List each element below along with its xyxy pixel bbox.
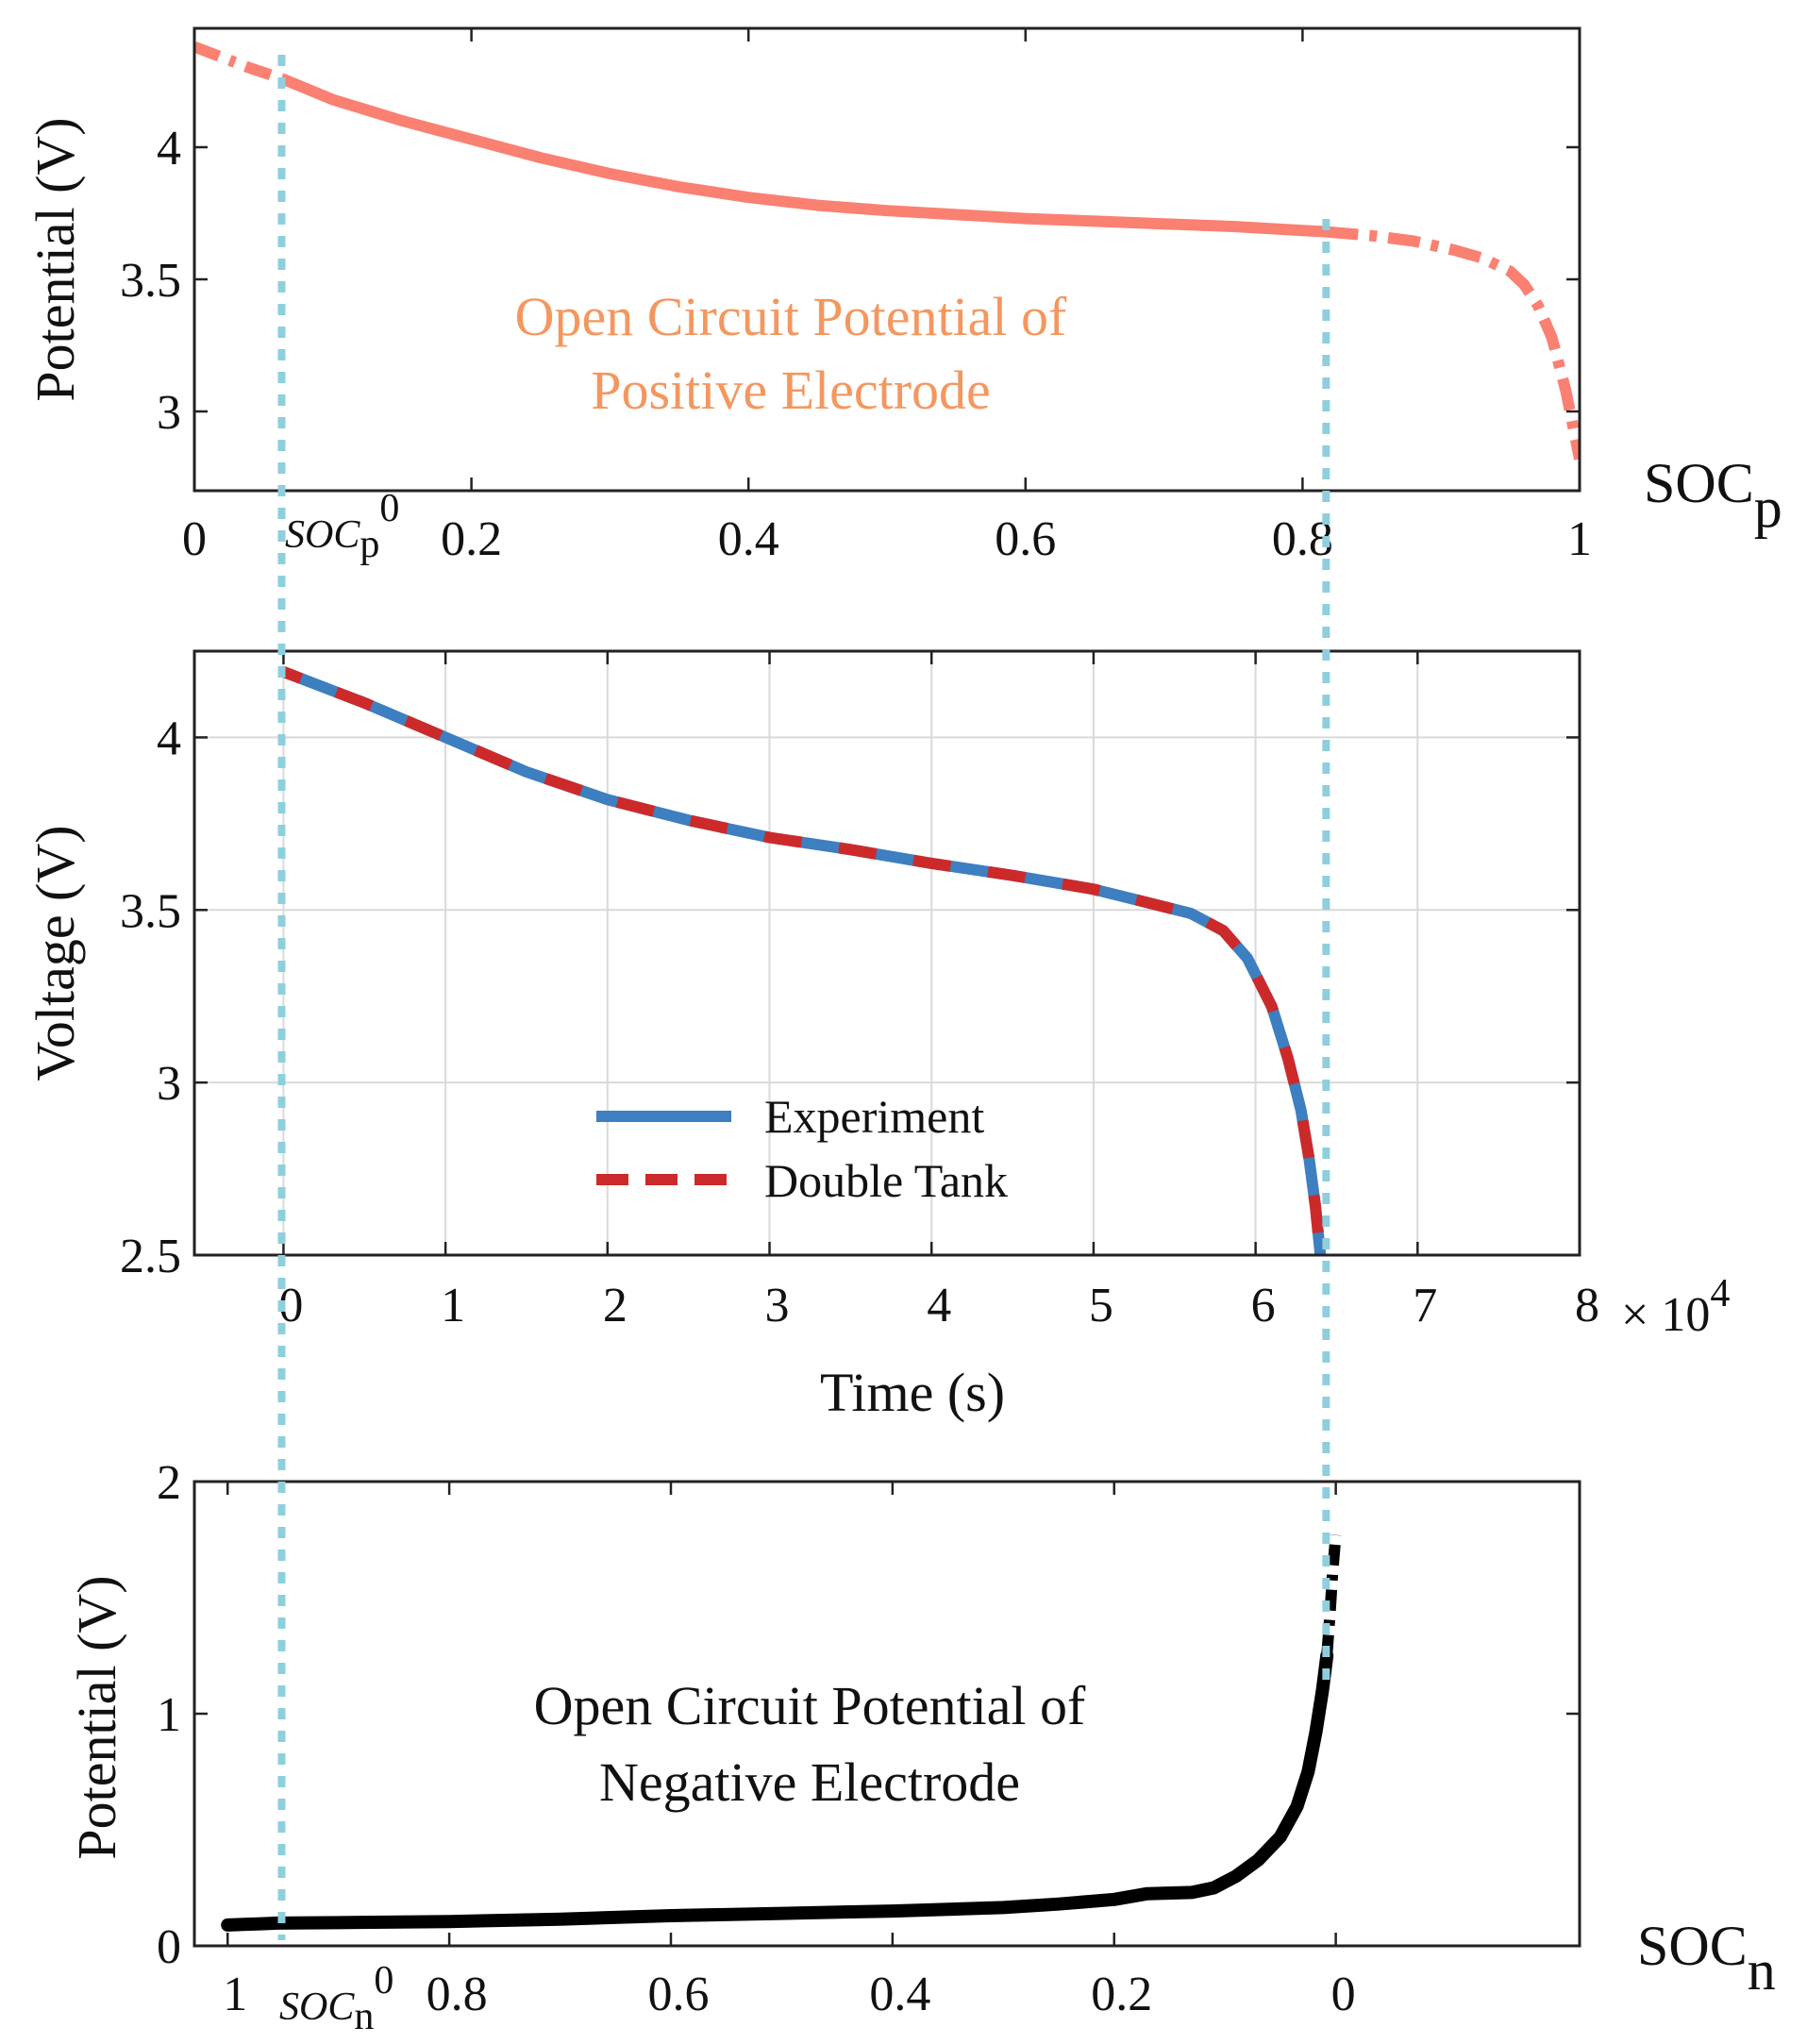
mid-xtick-label: 1 xyxy=(441,1279,465,1332)
soc-p0-sub: p xyxy=(360,523,379,566)
bot-ytick-label: 0 xyxy=(157,1920,181,1974)
bot-ticks xyxy=(194,1482,1580,1946)
legend-label-double-tank: Double Tank xyxy=(764,1154,1008,1207)
top-ocp-solid xyxy=(279,73,1327,238)
top-xtick-label: 0.6 xyxy=(995,512,1056,566)
soc-n0-sup: 0 xyxy=(374,1959,393,2002)
bot-xtick-label: 0.8 xyxy=(427,1968,488,2021)
bot-ytick-labels: 0 1 2 xyxy=(157,1456,181,1974)
bot-ocp-solid xyxy=(221,1649,1334,1932)
mid-ytick-labels: 2.5 3 3.5 4 xyxy=(120,712,181,1283)
mid-xtick-label: 5 xyxy=(1089,1279,1113,1332)
top-xlabel: SOCp xyxy=(1644,452,1782,539)
top-ytick-label: 3.5 xyxy=(120,254,181,308)
soc-p0-main: SOC xyxy=(285,513,360,557)
mid-series-double-tank xyxy=(281,666,1327,1255)
mid-ytick-label: 3 xyxy=(157,1057,181,1111)
mid-xtick-label: 2 xyxy=(603,1279,627,1332)
top-panel: 0 0.2 0.4 0.6 0.8 1 33.54 Potential (V) SOCp … xyxy=(25,26,1782,566)
legend: Experiment Double Tank xyxy=(596,1090,1008,1207)
bot-xtick-label: 0.2 xyxy=(1091,1968,1152,2021)
mid-x-multiplier: × 104 xyxy=(1621,1272,1730,1342)
bot-ylabel: Potential (V) xyxy=(66,1575,127,1859)
mid-xtick-label: 8 xyxy=(1575,1279,1599,1332)
soc-n0-main: SOC xyxy=(279,1985,355,2029)
mid-grid xyxy=(194,651,1580,1255)
top-ocp-dashdot-end xyxy=(1325,226,1580,461)
mid-x-multiplier-base: × 10 xyxy=(1621,1288,1710,1342)
soc-p0-sup: 0 xyxy=(379,487,399,530)
top-xlabel-main: SOC xyxy=(1644,452,1754,514)
mid-ylabel: Voltage (V) xyxy=(25,825,86,1081)
mid-ytick-label: 2.5 xyxy=(120,1230,181,1283)
top-ticks xyxy=(194,28,1580,491)
top-ocp-dashdot-start xyxy=(194,41,284,84)
top-axes-box xyxy=(192,26,1581,493)
mid-ytick-label: 3.5 xyxy=(120,884,181,938)
mid-plot-lines xyxy=(281,666,1327,1255)
bot-ocp-dashdot-end xyxy=(1321,1534,1342,1656)
top-annotation-line1: Open Circuit Potential of xyxy=(515,286,1067,347)
bot-xtick-labels: 1 0.8 0.6 0.4 0.2 0 xyxy=(223,1968,1355,2021)
top-plot-lines xyxy=(194,41,1580,461)
bot-ytick-label: 2 xyxy=(157,1456,181,1510)
mid-xtick-label: 3 xyxy=(765,1279,790,1332)
top-ylabel: Potential (V) xyxy=(25,117,86,401)
guide-lines xyxy=(277,55,1330,1940)
top-xtick-label: 1 xyxy=(1567,512,1592,566)
bot-annotation-line1: Open Circuit Potential of xyxy=(534,1675,1086,1736)
legend-label-experiment: Experiment xyxy=(764,1090,984,1143)
soc-p0-marker-label: SOCp0 xyxy=(285,487,399,566)
top-ytick-label: 3 xyxy=(157,386,181,440)
bot-xlabel-sub: n xyxy=(1748,1939,1776,2002)
bot-xtick-label: 0.4 xyxy=(869,1968,930,2021)
mid-xtick-label: 6 xyxy=(1251,1279,1276,1332)
soc-n0-marker-label: SOCn0 xyxy=(279,1959,393,2038)
bot-plot-lines xyxy=(221,1534,1342,1932)
mid-axes-box xyxy=(192,649,1581,1257)
mid-x-multiplier-exp: 4 xyxy=(1710,1272,1730,1315)
top-xlabel-sub: p xyxy=(1754,477,1782,539)
bot-xtick-label: 0.6 xyxy=(647,1968,709,2021)
top-xtick-label: 0.4 xyxy=(718,512,779,566)
bottom-panel: 1 0.8 0.6 0.4 0.2 0 012 Potential (V) SOCn Op… xyxy=(66,1456,1776,2038)
bot-xlabel: SOCn xyxy=(1637,1915,1776,2002)
mid-xtick-label: 4 xyxy=(927,1279,951,1332)
mid-ytick-label: 4 xyxy=(157,712,181,765)
bot-annotation-line2: Negative Electrode xyxy=(599,1751,1020,1813)
top-xtick-label: 0 xyxy=(182,512,207,566)
top-xtick-label: 0.2 xyxy=(441,512,502,566)
bot-xlabel-main: SOC xyxy=(1637,1915,1748,1977)
top-ytick-label: 4 xyxy=(157,122,181,176)
top-ytick-labels: 33.54 xyxy=(120,122,181,440)
soc-n0-sub: n xyxy=(354,1995,374,2038)
bot-xtick-label: 0 xyxy=(1331,1968,1356,2021)
mid-xtick-label: 7 xyxy=(1413,1279,1437,1332)
top-annotation-line2: Positive Electrode xyxy=(591,360,991,421)
mid-xlabel: Time (s) xyxy=(820,1362,1005,1423)
bot-xtick-label: 1 xyxy=(223,1968,247,2021)
bot-ytick-label: 1 xyxy=(157,1688,181,1742)
